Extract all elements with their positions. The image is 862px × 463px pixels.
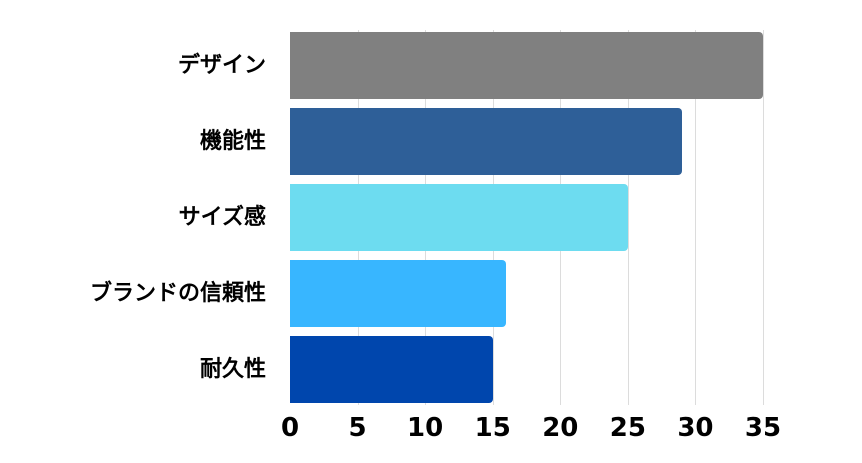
bar (290, 108, 682, 175)
category-label: 耐久性 (199, 357, 266, 382)
category-label: サイズ感 (178, 205, 266, 230)
gridline (763, 30, 764, 405)
category-label: 機能性 (199, 129, 266, 154)
x-tick-label: 35 (744, 413, 782, 443)
gridline (695, 30, 697, 405)
category-label: ブランドの信頼性 (89, 281, 266, 306)
bar (290, 260, 507, 327)
plot-area (290, 30, 764, 405)
bar (290, 336, 493, 403)
bar (290, 32, 763, 99)
x-tick-label: 0 (280, 413, 300, 443)
x-tick-label: 5 (348, 413, 367, 443)
x-tick-label: 25 (609, 413, 646, 443)
x-tick-label: 20 (542, 413, 579, 443)
category-label: デザイン (177, 53, 266, 78)
x-tick-label: 15 (474, 413, 511, 443)
bar (290, 184, 628, 251)
x-tick-label: 10 (407, 413, 444, 443)
x-tick-label: 30 (677, 413, 714, 443)
gridline (627, 30, 629, 405)
